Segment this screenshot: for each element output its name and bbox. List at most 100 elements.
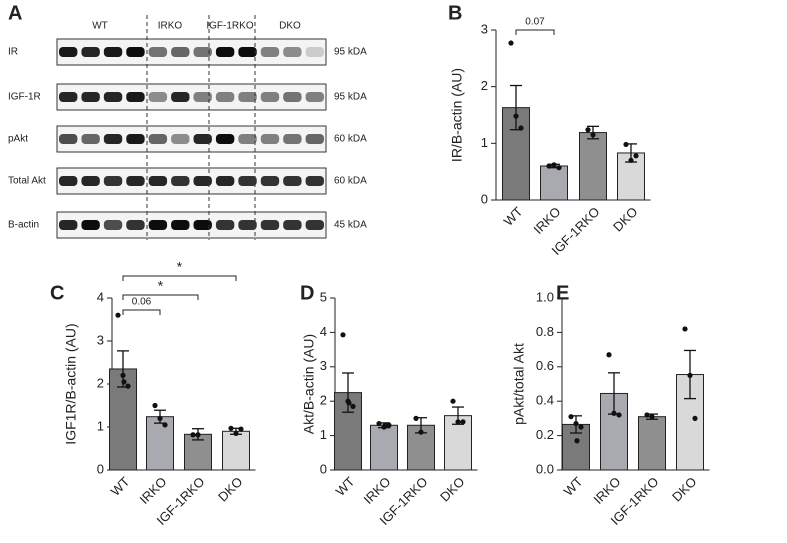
- y-tick-label: 0.6: [536, 358, 554, 373]
- blot-band: [103, 176, 123, 186]
- row-label: B-actin: [8, 220, 39, 231]
- y-tick-label: 1: [481, 135, 488, 150]
- data-point: [551, 162, 557, 168]
- bracket: [122, 294, 199, 300]
- blot-band: [81, 134, 100, 144]
- data-point: [611, 410, 617, 416]
- blot-frame: [56, 125, 327, 153]
- blot-band: [260, 47, 280, 57]
- blot-band: [148, 176, 168, 186]
- blot-band: [148, 220, 168, 230]
- x-tick-label: WT: [333, 474, 358, 499]
- row-label: IR: [8, 47, 18, 58]
- blot-band: [238, 220, 257, 230]
- x-tick-label: DKO: [669, 474, 700, 505]
- blot-band: [238, 92, 257, 102]
- y-tick-label: 0.8: [536, 324, 554, 339]
- group-label: WT: [92, 21, 108, 32]
- blot-band: [103, 134, 123, 144]
- blot-band: [305, 92, 324, 102]
- panel-letter: E: [556, 282, 569, 304]
- data-point: [687, 372, 693, 378]
- y-tick-label: 1: [320, 427, 327, 442]
- annotation: 0.06: [132, 297, 152, 308]
- blot-band: [103, 92, 123, 102]
- blot-band: [193, 134, 212, 144]
- data-point: [350, 403, 356, 409]
- panel-letter: A: [8, 2, 22, 24]
- x-tick-label: WT: [501, 204, 526, 229]
- y-tick-label: 2: [481, 78, 488, 93]
- x-tick-label: DKO: [215, 474, 246, 505]
- blot-band: [59, 176, 78, 186]
- blot-band: [260, 176, 280, 186]
- data-point: [556, 165, 562, 171]
- blot-band: [238, 47, 257, 57]
- y-axis-label: pAkt/total Akt: [511, 343, 527, 425]
- blot-frame: [56, 38, 327, 66]
- data-point: [573, 420, 579, 427]
- blot-band: [126, 47, 145, 57]
- annotation: *: [177, 259, 183, 275]
- data-point: [649, 414, 655, 420]
- blot-band: [193, 47, 212, 57]
- blot-band: [103, 220, 123, 230]
- blot-band: [126, 92, 145, 102]
- y-tick-label: 0.4: [536, 393, 554, 408]
- x-tick-label: IRKO: [590, 474, 623, 507]
- y-axis-label: Akt/B-actin (AU): [301, 334, 317, 434]
- y-tick-label: 4: [97, 289, 104, 304]
- data-point: [386, 422, 392, 428]
- blot-band: [238, 134, 257, 144]
- data-point: [518, 125, 524, 131]
- blot-band: [193, 176, 212, 186]
- bracket: [122, 275, 237, 281]
- blot-band: [305, 47, 324, 57]
- data-point: [382, 422, 388, 428]
- blot-band: [103, 47, 123, 57]
- size-label: 95 kDA: [334, 47, 367, 58]
- data-point: [190, 432, 196, 438]
- annotation: 0.07: [525, 17, 545, 28]
- blot-band: [59, 134, 78, 144]
- annotation: *: [158, 278, 164, 294]
- blot-band: [260, 92, 280, 102]
- y-tick-label: 1.0: [536, 289, 554, 304]
- blot-band: [260, 134, 280, 144]
- data-point: [418, 429, 424, 435]
- blot-frame: [56, 83, 327, 111]
- blot-band: [215, 47, 235, 57]
- size-label: 60 kDA: [334, 176, 367, 187]
- data-point: [606, 352, 612, 358]
- data-point: [682, 326, 688, 332]
- y-axis-label: IR/B-actin (AU): [449, 68, 465, 162]
- size-label: 45 kDA: [334, 220, 367, 231]
- blot-band: [126, 176, 145, 186]
- data-point: [376, 420, 382, 427]
- data-point: [546, 163, 552, 169]
- blot-band: [126, 134, 145, 144]
- data-point: [644, 412, 650, 418]
- blot-band: [148, 92, 168, 102]
- blot-band: [81, 47, 100, 57]
- blot-band: [171, 92, 190, 102]
- blot-band: [215, 92, 235, 102]
- bar: [222, 430, 250, 471]
- blot-frame: [56, 211, 327, 239]
- data-point: [120, 372, 126, 378]
- row-label: IGF-1R: [8, 92, 41, 103]
- data-point: [115, 312, 121, 318]
- y-tick-label: 5: [320, 289, 327, 304]
- data-point: [574, 438, 580, 444]
- blot-band: [59, 47, 78, 57]
- row-label: Total Akt: [8, 176, 46, 187]
- y-tick-label: 3: [320, 358, 327, 373]
- group-label: IGF-1RKO: [206, 21, 253, 32]
- panel-letter: B: [448, 2, 462, 24]
- y-tick-label: 4: [320, 324, 327, 339]
- bar: [579, 132, 607, 201]
- data-point: [340, 332, 346, 338]
- data-point: [121, 379, 127, 385]
- blot-band: [148, 134, 168, 144]
